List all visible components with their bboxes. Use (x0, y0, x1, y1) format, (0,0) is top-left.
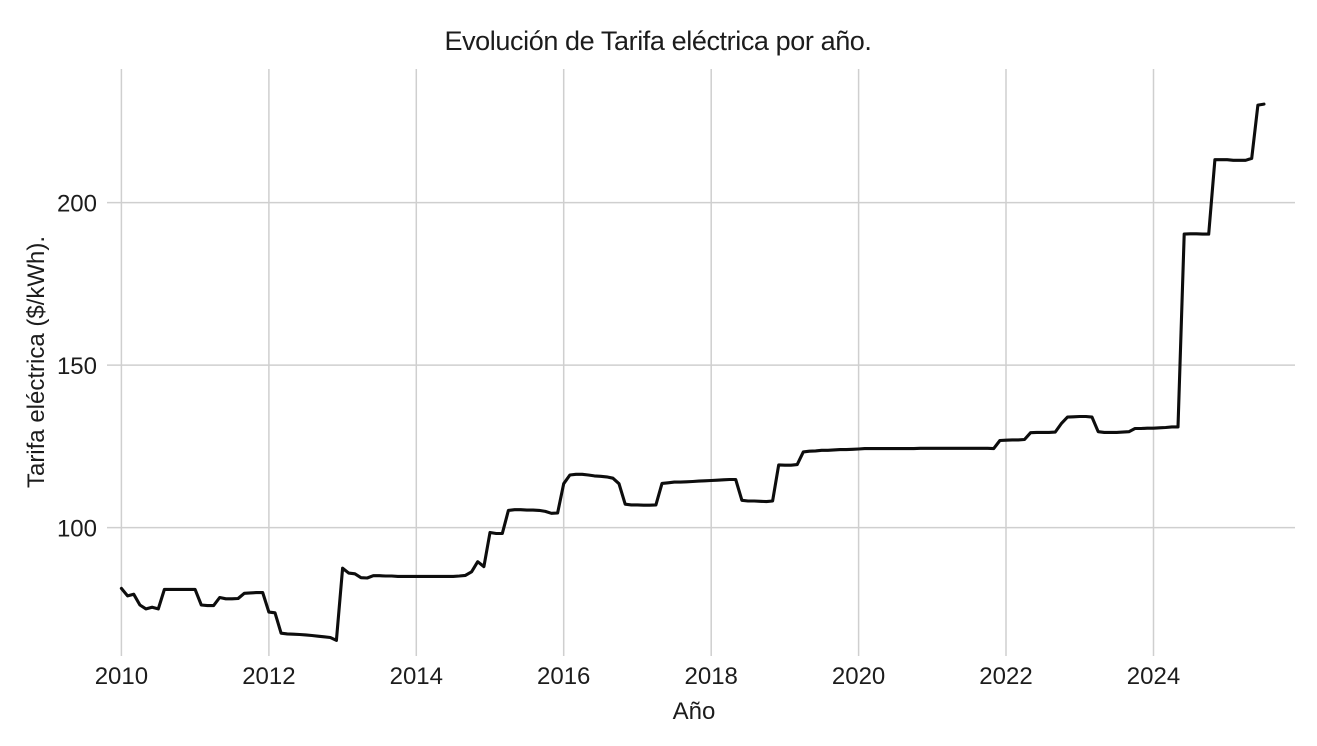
tariff-line (119, 102, 1266, 642)
x-axis-label: Año (672, 698, 716, 725)
x-tick-label: 2010 (95, 663, 148, 690)
x-tick-label: 2014 (390, 663, 443, 690)
x-tick-label: 2020 (832, 663, 885, 690)
x-tick-label: 2024 (1127, 663, 1180, 690)
chart-title: Evolución de Tarifa eléctrica por año. (444, 26, 872, 56)
x-tick-label: 2016 (537, 663, 590, 690)
y-tick-label: 150 (57, 353, 97, 380)
x-tick-label: 2012 (242, 663, 295, 690)
x-tick-label: 2022 (979, 663, 1032, 690)
y-tick-label: 200 (57, 191, 97, 218)
y-tick-label: 100 (57, 516, 97, 543)
x-tick-label: 2018 (685, 663, 738, 690)
